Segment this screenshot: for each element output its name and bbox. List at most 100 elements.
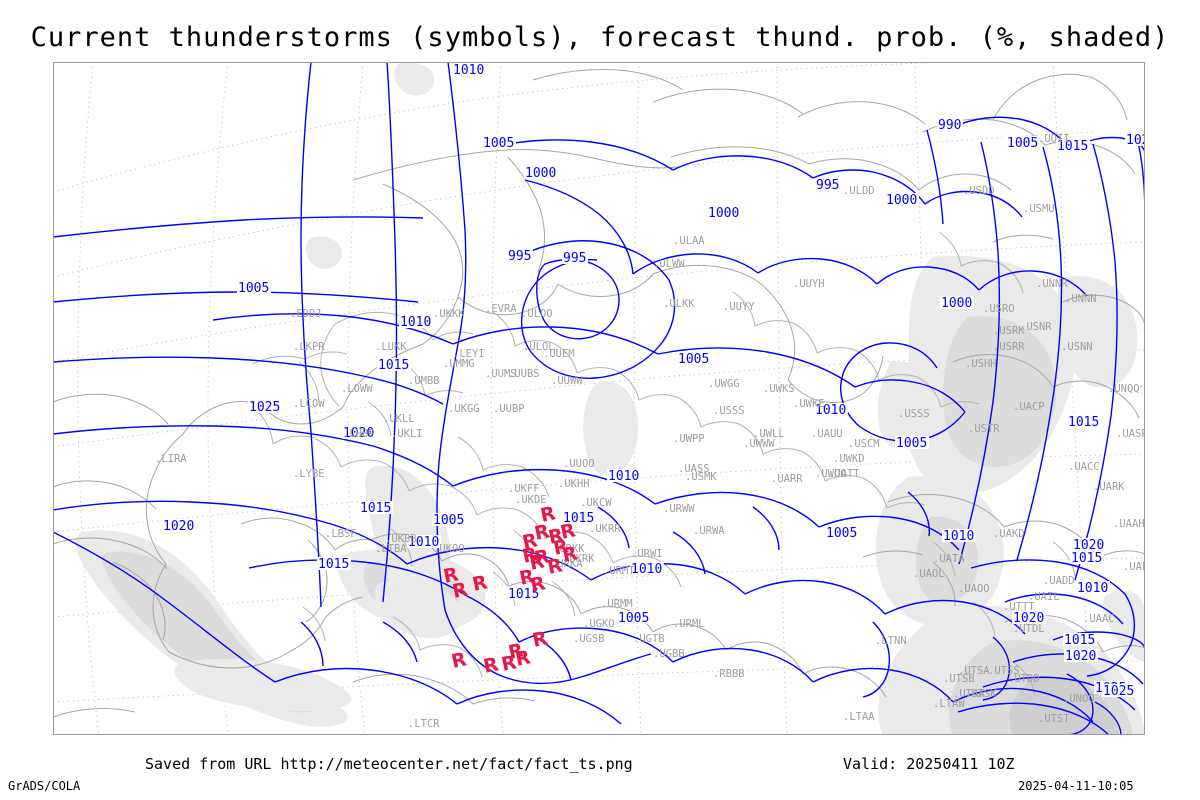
isobar-label: 1010 xyxy=(452,63,486,78)
station-label: .UMMG xyxy=(443,358,475,370)
thunderstorm-symbol: R xyxy=(532,545,551,570)
station-label: .UKLI xyxy=(391,428,423,440)
thunderstorm-symbol: R xyxy=(546,524,565,549)
thunderstorm-symbol: R xyxy=(513,646,532,671)
svg-text:1000: 1000 xyxy=(708,206,739,221)
svg-text:1010: 1010 xyxy=(815,403,846,418)
isobar-label: 1000 xyxy=(940,296,974,311)
station-label: .UAAH xyxy=(1113,518,1145,530)
station-label: .UKCW xyxy=(580,497,612,509)
station-label: .UATA xyxy=(933,553,965,565)
station-label: .UAFM xyxy=(1123,561,1145,573)
isobar-label: 1020 xyxy=(1064,649,1098,664)
isobar-label: 1015 xyxy=(507,587,541,602)
svg-text:1005: 1005 xyxy=(896,436,927,451)
station-label: .ULOL xyxy=(523,341,555,353)
svg-text:995: 995 xyxy=(508,249,531,264)
svg-text:1005: 1005 xyxy=(1007,136,1038,151)
thunderstorm-symbol: R xyxy=(527,550,546,575)
map-canvas[interactable]: 1010 1005 1000 995 1005 995 1000 990 995 1000 1005… xyxy=(53,62,1145,735)
svg-text:1025: 1025 xyxy=(249,400,280,415)
station-label: .UWKE xyxy=(793,398,825,410)
station-label: .UKKK xyxy=(433,308,465,320)
svg-text:1000: 1000 xyxy=(941,296,972,311)
station-label: .USSS xyxy=(898,408,930,420)
station-label: .UTDL xyxy=(1013,623,1045,635)
isobar-label: 1005 xyxy=(432,513,466,528)
station-label: .UACC xyxy=(1068,461,1100,473)
thunderstorm-symbol: R xyxy=(520,543,539,568)
svg-text:1005: 1005 xyxy=(678,352,709,367)
station-label: .UNNN xyxy=(1065,293,1097,305)
station-label: .LTBA xyxy=(375,543,407,555)
station-label: .UTDD xyxy=(1008,673,1040,685)
timestamp-label: 2025-04-11-10:05 xyxy=(1018,779,1134,793)
svg-text:1020: 1020 xyxy=(163,519,194,534)
station-label: .UARK xyxy=(1093,481,1125,493)
thunderstorm-symbol: R xyxy=(560,542,579,567)
isobar-label: 1025 xyxy=(1125,133,1145,148)
isobar-label: 995 xyxy=(562,251,588,266)
isobar-label: 990 xyxy=(937,118,963,133)
isobar-label: 1015 xyxy=(377,358,411,373)
svg-text:1015: 1015 xyxy=(563,511,594,526)
isobar-label: 1025 xyxy=(248,400,282,415)
isobar-label: 1020 xyxy=(1012,611,1046,626)
station-label: .UNNR xyxy=(1036,278,1068,290)
station-label: .ULWW xyxy=(653,258,685,270)
isobar-label: 1005 xyxy=(895,436,929,451)
isobar-label: 1025 xyxy=(1102,684,1136,699)
page-title: Current thunderstorms (symbols), forecas… xyxy=(30,22,1170,53)
station-label: .UTSK xyxy=(965,688,997,700)
station-label: .UWGG xyxy=(708,378,740,390)
isobar-label: 1015 xyxy=(1070,551,1104,566)
station-label: .UGSB xyxy=(573,633,605,645)
station-label: .USMU xyxy=(1023,203,1055,215)
station-label: .UUEM xyxy=(543,348,575,360)
station-label: .UUMS xyxy=(485,368,517,380)
thunderstorm-symbol: R xyxy=(449,648,468,673)
station-label: .UTSB xyxy=(943,673,975,685)
isobar-label: 1015 xyxy=(359,501,393,516)
svg-text:1000: 1000 xyxy=(886,193,917,208)
isobar-label: 1005 xyxy=(1006,136,1040,151)
station-label: .UOII xyxy=(1038,133,1070,145)
svg-text:1015: 1015 xyxy=(1068,415,1099,430)
thunderstorm-symbol: R xyxy=(470,571,489,596)
station-label: .UWPP xyxy=(673,433,705,445)
station-label: .ULDD xyxy=(843,185,875,197)
station-label: .UKRR xyxy=(589,523,621,535)
isobar-label: 1015 xyxy=(562,511,596,526)
station-label: .LEYI xyxy=(453,348,485,360)
station-label: .UAIL xyxy=(1028,591,1060,603)
thunderstorm-symbol: R xyxy=(450,578,469,603)
station-label: .URML xyxy=(673,618,705,630)
station-label: .UARR xyxy=(771,473,803,485)
station-label: .UTAA xyxy=(953,688,985,700)
station-label: .LCOW xyxy=(293,398,325,410)
station-label: .URKK xyxy=(553,543,585,555)
station-label: .UKLL xyxy=(383,413,415,425)
station-label: .ULOO xyxy=(521,308,553,320)
thunderstorm-symbol: R xyxy=(499,651,518,676)
station-label: .UADD xyxy=(1043,575,1075,587)
isobar-label: 1005 xyxy=(677,352,711,367)
svg-text:1010: 1010 xyxy=(1077,581,1108,596)
station-label: .LOWW xyxy=(341,383,373,395)
svg-text:1015: 1015 xyxy=(360,501,391,516)
station-label: .UNQQ xyxy=(1108,383,1140,395)
thunderstorm-symbol: R xyxy=(481,653,500,678)
station-label: .LYBE xyxy=(293,468,325,480)
station-label: .UTSA xyxy=(958,665,990,677)
svg-text:995: 995 xyxy=(816,178,839,193)
svg-text:1025: 1025 xyxy=(1103,684,1134,699)
thunderstorm-symbol: R xyxy=(545,554,564,579)
station-label: .URWA xyxy=(693,525,725,537)
station-label: .UUBP xyxy=(493,403,525,415)
station-label: .EDDJ xyxy=(290,308,322,320)
svg-text:1005: 1005 xyxy=(826,526,857,541)
station-label: .LHBP xyxy=(343,428,375,440)
thunderstorm-symbol: R xyxy=(551,535,570,560)
station-label: .UWKD xyxy=(833,453,865,465)
